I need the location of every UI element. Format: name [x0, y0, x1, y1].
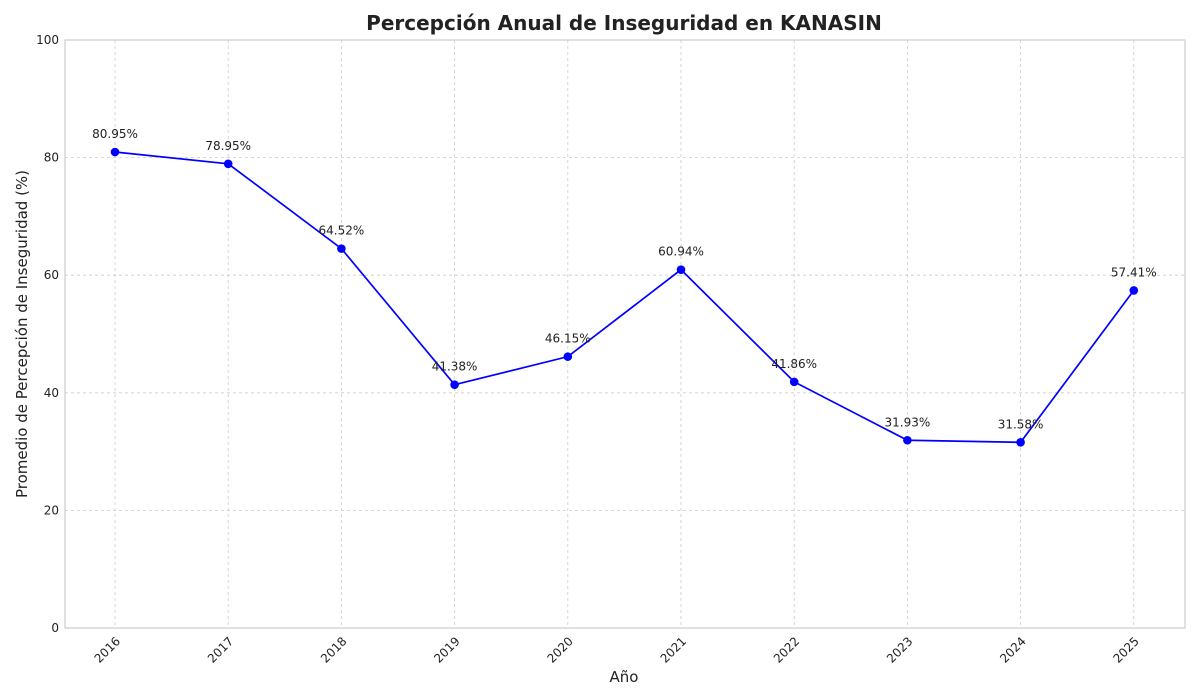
data-label: 31.58% [998, 417, 1044, 431]
x-axis-ticks: 2016 2017 2018 2019 2020 2021 2022 2023 2024 2025 [92, 634, 1142, 665]
x-tick-label: 2020 [544, 634, 575, 665]
data-point [1016, 438, 1025, 447]
data-label: 41.86% [771, 357, 817, 371]
y-tick-label: 40 [44, 386, 59, 400]
x-tick-label: 2019 [431, 634, 462, 665]
data-point [676, 265, 686, 274]
x-axis-label: Año [610, 668, 639, 686]
data-point [337, 244, 346, 253]
data-label: 46.15% [545, 332, 591, 346]
data-label: 41.38% [432, 360, 478, 374]
data-point [450, 380, 459, 389]
x-tick-label: 2025 [1110, 634, 1141, 665]
data-point [563, 352, 573, 361]
y-tick-label: 20 [44, 503, 59, 517]
x-tick-label: 2017 [205, 634, 236, 665]
data-label: 64.52% [319, 224, 365, 238]
x-tick-label: 2018 [318, 634, 349, 665]
data-label: 80.95% [92, 127, 138, 141]
data-point [903, 435, 912, 445]
x-tick-label: 2023 [884, 634, 915, 665]
x-tick-label: 2021 [658, 634, 689, 665]
data-label: 78.95% [205, 139, 251, 153]
y-tick-label: 80 [44, 151, 59, 165]
data-label: 31.93% [885, 415, 931, 429]
y-axis-label: Promedio de Percepción de Inseguridad (%… [13, 170, 31, 498]
x-tick-label: 2024 [997, 634, 1028, 665]
chart-title: Percepción Anual de Inseguridad en KANAS… [366, 11, 882, 35]
data-point [223, 159, 233, 169]
x-tick-label: 2016 [92, 634, 123, 665]
data-point [789, 377, 799, 387]
series-line [114, 151, 1135, 444]
y-tick-label: 0 [51, 621, 59, 635]
grid [65, 39, 1185, 629]
plot-frame [64, 39, 1186, 629]
y-axis-ticks: 0 20 40 60 80 100 [36, 33, 59, 635]
series [110, 147, 1139, 447]
data-label: 57.41% [1111, 265, 1157, 279]
y-tick-label: 100 [36, 33, 59, 47]
data-point [110, 147, 120, 157]
x-tick-label: 2022 [771, 634, 802, 665]
data-labels: 80.95% 78.95% 64.52% 41.38% 46.15% 60.94% 41.8… [92, 127, 1157, 431]
data-label: 60.94% [658, 245, 704, 259]
y-tick-label: 60 [44, 268, 59, 282]
data-point [1129, 286, 1139, 295]
